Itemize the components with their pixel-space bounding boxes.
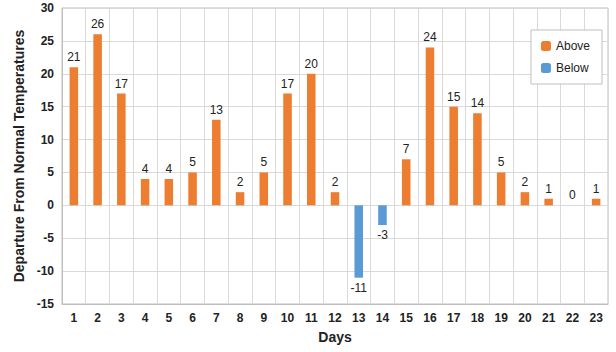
svg-text:9: 9 xyxy=(260,311,267,325)
svg-text:12: 12 xyxy=(328,311,342,325)
svg-text:5: 5 xyxy=(47,165,54,179)
svg-text:8: 8 xyxy=(237,311,244,325)
svg-text:22: 22 xyxy=(566,311,580,325)
svg-text:Days: Days xyxy=(318,329,352,345)
svg-text:Above: Above xyxy=(556,39,590,53)
svg-text:7: 7 xyxy=(213,311,220,325)
svg-text:17: 17 xyxy=(115,77,129,91)
svg-text:Below: Below xyxy=(556,61,589,75)
svg-text:4: 4 xyxy=(142,162,149,176)
svg-text:2: 2 xyxy=(94,311,101,325)
svg-text:26: 26 xyxy=(91,17,105,31)
svg-text:5: 5 xyxy=(260,155,267,169)
svg-text:20: 20 xyxy=(518,311,532,325)
svg-text:23: 23 xyxy=(589,311,603,325)
svg-text:2: 2 xyxy=(522,175,529,189)
svg-text:11: 11 xyxy=(305,311,318,325)
svg-text:-11: -11 xyxy=(351,281,368,295)
svg-text:25: 25 xyxy=(41,34,55,48)
svg-text:2: 2 xyxy=(237,175,244,189)
svg-text:20: 20 xyxy=(41,67,55,81)
svg-text:4: 4 xyxy=(165,162,172,176)
svg-text:10: 10 xyxy=(281,311,295,325)
svg-text:Departure From Normal Temperat: Departure From Normal Temperatures xyxy=(11,29,27,282)
svg-text:1: 1 xyxy=(71,311,78,325)
svg-text:-5: -5 xyxy=(43,231,54,245)
svg-text:18: 18 xyxy=(471,311,485,325)
svg-text:0: 0 xyxy=(569,188,576,202)
svg-text:14: 14 xyxy=(471,96,485,110)
svg-text:1: 1 xyxy=(545,182,552,196)
svg-text:16: 16 xyxy=(423,311,437,325)
svg-text:21: 21 xyxy=(542,311,556,325)
svg-text:17: 17 xyxy=(281,77,295,91)
svg-text:13: 13 xyxy=(352,311,366,325)
svg-text:20: 20 xyxy=(305,57,319,71)
svg-text:13: 13 xyxy=(210,103,224,117)
svg-text:0: 0 xyxy=(47,198,54,212)
svg-text:30: 30 xyxy=(41,1,55,15)
svg-text:17: 17 xyxy=(447,311,461,325)
svg-text:14: 14 xyxy=(376,311,390,325)
svg-text:10: 10 xyxy=(41,133,55,147)
svg-text:19: 19 xyxy=(494,311,508,325)
svg-text:4: 4 xyxy=(142,311,149,325)
svg-text:5: 5 xyxy=(498,155,505,169)
svg-text:6: 6 xyxy=(189,311,196,325)
svg-text:21: 21 xyxy=(67,50,81,64)
svg-text:15: 15 xyxy=(400,311,414,325)
svg-text:5: 5 xyxy=(165,311,172,325)
svg-text:-15: -15 xyxy=(37,297,55,311)
svg-text:-10: -10 xyxy=(37,264,55,278)
svg-text:15: 15 xyxy=(41,100,55,114)
svg-text:7: 7 xyxy=(403,142,410,156)
svg-text:-3: -3 xyxy=(377,228,388,242)
svg-text:3: 3 xyxy=(118,311,125,325)
svg-text:1: 1 xyxy=(593,182,600,196)
svg-text:5: 5 xyxy=(189,155,196,169)
svg-text:15: 15 xyxy=(447,90,461,104)
svg-text:2: 2 xyxy=(332,175,339,189)
svg-text:24: 24 xyxy=(423,30,437,44)
